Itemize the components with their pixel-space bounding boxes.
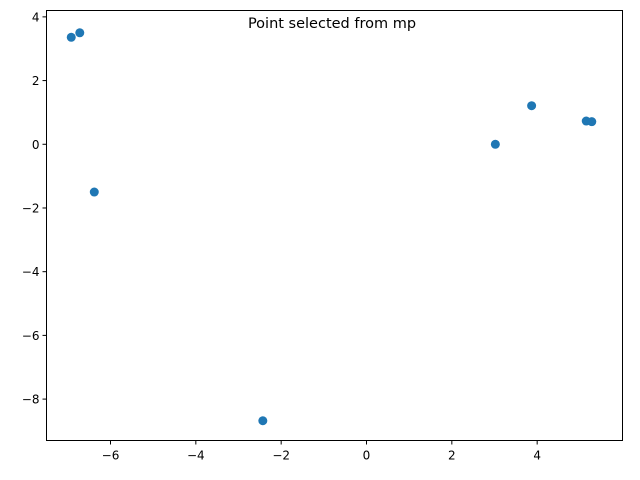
x-tick-label: 0 — [363, 449, 371, 463]
y-tick-label: 0 — [32, 138, 40, 152]
chart-title: Point selected from mp — [248, 16, 416, 32]
x-tick-label: 4 — [533, 449, 541, 463]
y-tick-label: −2 — [22, 201, 40, 215]
y-axis: −8 −6 −4 −2 0 2 4 — [22, 10, 47, 407]
y-tick-label: −6 — [22, 329, 40, 343]
scatter-point — [258, 416, 268, 426]
x-tick-label: −6 — [102, 449, 120, 463]
y-tick-label: 2 — [32, 74, 40, 88]
scatter-point — [66, 32, 76, 42]
plot-area — [66, 28, 597, 426]
y-tick-label: 4 — [32, 10, 40, 24]
axes-frame — [46, 10, 623, 441]
scatter-point — [587, 117, 597, 127]
y-tick-label: −8 — [22, 393, 40, 407]
x-axis: −6 −4 −2 0 2 4 — [102, 440, 541, 463]
x-tick-label: −2 — [272, 449, 290, 463]
x-tick-label: 2 — [448, 449, 456, 463]
scatter-point — [490, 139, 500, 149]
y-tick-label: −4 — [22, 265, 40, 279]
x-tick-label: −4 — [187, 449, 205, 463]
scatter-point — [89, 187, 99, 197]
scatter-point — [527, 101, 537, 111]
scatter-point — [75, 28, 85, 38]
